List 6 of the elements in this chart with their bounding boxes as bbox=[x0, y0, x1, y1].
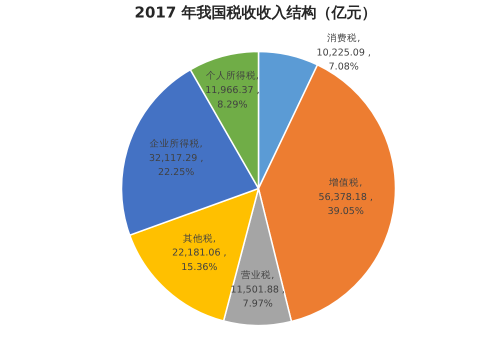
slice-label: 增值税, 56,378.18 , 39.05% bbox=[318, 176, 373, 218]
slice-label: 消费税, 10,225.09 , 7.08% bbox=[316, 32, 371, 73]
chart-title: 2017 年我国税收收入结构（亿元） bbox=[134, 4, 376, 22]
slice-label: 企业所得税, 32,117.29 , 22.25% bbox=[148, 138, 204, 178]
slice-label: 个人所得税, 11,966.37 , 8.29% bbox=[205, 70, 260, 110]
slice-label: 其他税, 22,181.06 , 15.36% bbox=[172, 232, 227, 274]
